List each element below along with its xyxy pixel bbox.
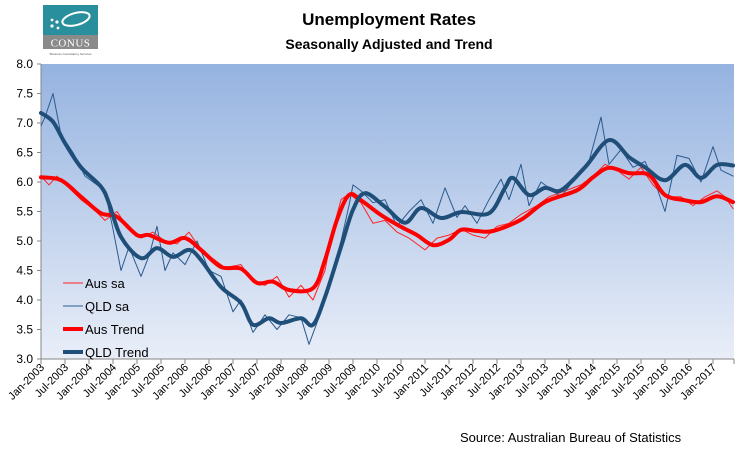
conus-logo: CONUS Business Consultancy Services [43,5,98,56]
y-tick-label: 5.5 [16,205,33,219]
chart-subtitle: Seasonally Adjusted and Trend [285,36,492,52]
legend: Aus sa QLD sa Aus Trend QLD Trend [63,276,149,360]
logo-tagline: Business Consultancy Services [50,52,92,56]
series-line-qld-sa [40,93,734,345]
y-tick-label: 6.0 [16,175,33,189]
y-tick-label: 4.0 [16,293,33,307]
y-tick-label: 8.0 [16,57,33,71]
source-note: Source: Australian Bureau of Statistics [460,430,682,445]
legend-label: QLD Trend [85,345,149,360]
chart-title: Unemployment Rates [302,10,476,29]
y-tick-label: 5.0 [16,234,33,248]
legend-label: Aus Trend [85,322,144,337]
y-tick-label: 7.5 [16,87,33,101]
series-line-aus-trend [39,165,735,294]
y-tick-label: 3.0 [16,352,33,366]
series-line-qld-trend [39,110,735,328]
y-tick-label: 3.5 [16,323,33,337]
y-tick-label: 7.0 [16,116,33,130]
legend-label: QLD sa [85,299,130,314]
logo-swirl-icon [50,11,91,30]
logo-text: CONUS [51,38,91,50]
y-tick-label: 6.5 [16,146,33,160]
legend-label: Aus sa [85,276,126,291]
logo-name-panel [43,35,98,49]
y-tick-label: 4.5 [16,264,33,278]
